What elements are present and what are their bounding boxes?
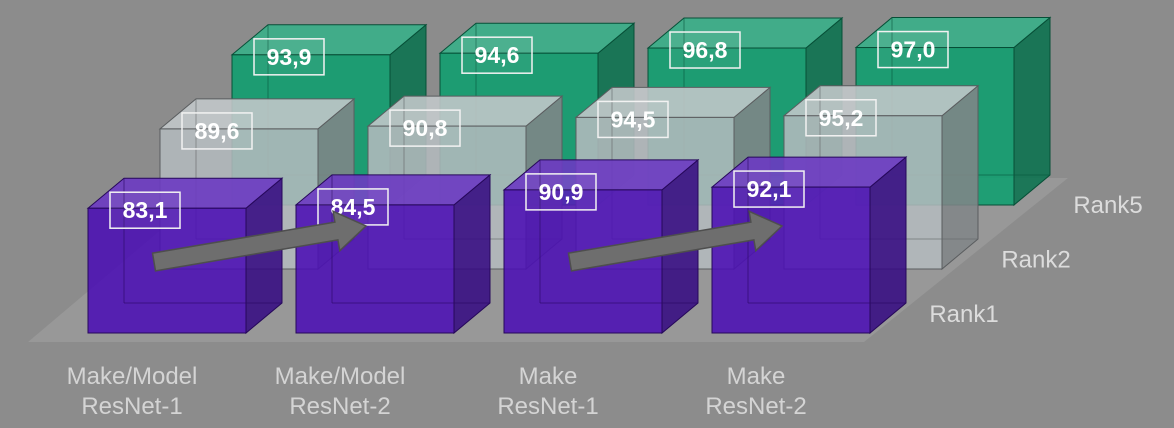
value-label-box xyxy=(525,173,597,211)
value-label-text: 92,1 xyxy=(747,176,792,202)
bar-front-face xyxy=(87,207,247,334)
value-label-box xyxy=(669,31,741,69)
value-label-text: 97,0 xyxy=(891,37,936,63)
value-label-rank1-3: 92,1 xyxy=(733,170,805,208)
bar-side-face xyxy=(1013,16,1051,207)
category-label-2-line-0: Make xyxy=(519,363,578,390)
value-label-box xyxy=(253,38,325,76)
value-label-rank5-3: 97,0 xyxy=(877,30,949,69)
trend-arrow-1 xyxy=(567,210,784,272)
value-label-text: 94,6 xyxy=(475,42,520,68)
value-label-text: 89,6 xyxy=(195,118,240,144)
value-label-rank5-2: 96,8 xyxy=(669,31,741,69)
bar-rank1-3 xyxy=(710,156,908,335)
value-label-text: 90,8 xyxy=(403,115,448,141)
value-label-rank1-0: 83,1 xyxy=(109,191,181,229)
category-label-2-line-1: ResNet-1 xyxy=(497,393,598,420)
value-label-box xyxy=(461,36,533,74)
value-label-text: 96,8 xyxy=(683,37,728,63)
value-label-box xyxy=(109,191,181,229)
category-label-0-line-1: ResNet-1 xyxy=(81,393,182,420)
value-label-box xyxy=(805,99,877,137)
value-label-box xyxy=(389,109,461,147)
value-label-text: 93,9 xyxy=(267,44,312,70)
value-label-box xyxy=(597,100,669,139)
category-label-1-line-1: ResNet-2 xyxy=(289,393,390,420)
value-label-box xyxy=(877,30,949,69)
bar-rank1-0 xyxy=(86,177,284,335)
series-label-rank1: Rank1 xyxy=(929,301,998,328)
value-label-rank5-1: 94,6 xyxy=(461,36,533,74)
category-label-3-line-0: Make xyxy=(727,363,786,390)
value-label-text: 90,9 xyxy=(539,179,584,205)
value-label-text: 95,2 xyxy=(819,105,864,131)
value-label-rank1-2: 90,9 xyxy=(525,173,597,211)
series-label-rank5: Rank5 xyxy=(1073,192,1142,219)
trend-arrow-0 xyxy=(151,210,368,272)
value-label-text: 83,1 xyxy=(123,197,168,223)
bar-side-face xyxy=(941,84,979,271)
value-label-rank5-0: 93,9 xyxy=(253,38,325,76)
bar-side-face xyxy=(869,156,907,335)
value-label-box xyxy=(733,170,805,208)
value-label-rank2-1: 90,8 xyxy=(389,109,461,147)
value-label-text: 94,5 xyxy=(611,106,656,132)
category-label-1-line-0: Make/Model xyxy=(275,363,406,390)
value-label-rank2-3: 95,2 xyxy=(805,99,877,137)
value-label-box xyxy=(317,188,389,226)
category-label-0-line-0: Make/Model xyxy=(67,363,198,390)
value-label-rank2-2: 94,5 xyxy=(597,100,669,139)
value-label-rank2-0: 89,6 xyxy=(181,112,253,150)
value-label-rank1-1: 84,5 xyxy=(317,188,389,226)
series-label-rank2: Rank2 xyxy=(1001,247,1070,274)
value-label-box xyxy=(181,112,253,150)
bar-front-face xyxy=(711,186,871,334)
category-label-3-line-1: ResNet-2 xyxy=(705,393,806,420)
